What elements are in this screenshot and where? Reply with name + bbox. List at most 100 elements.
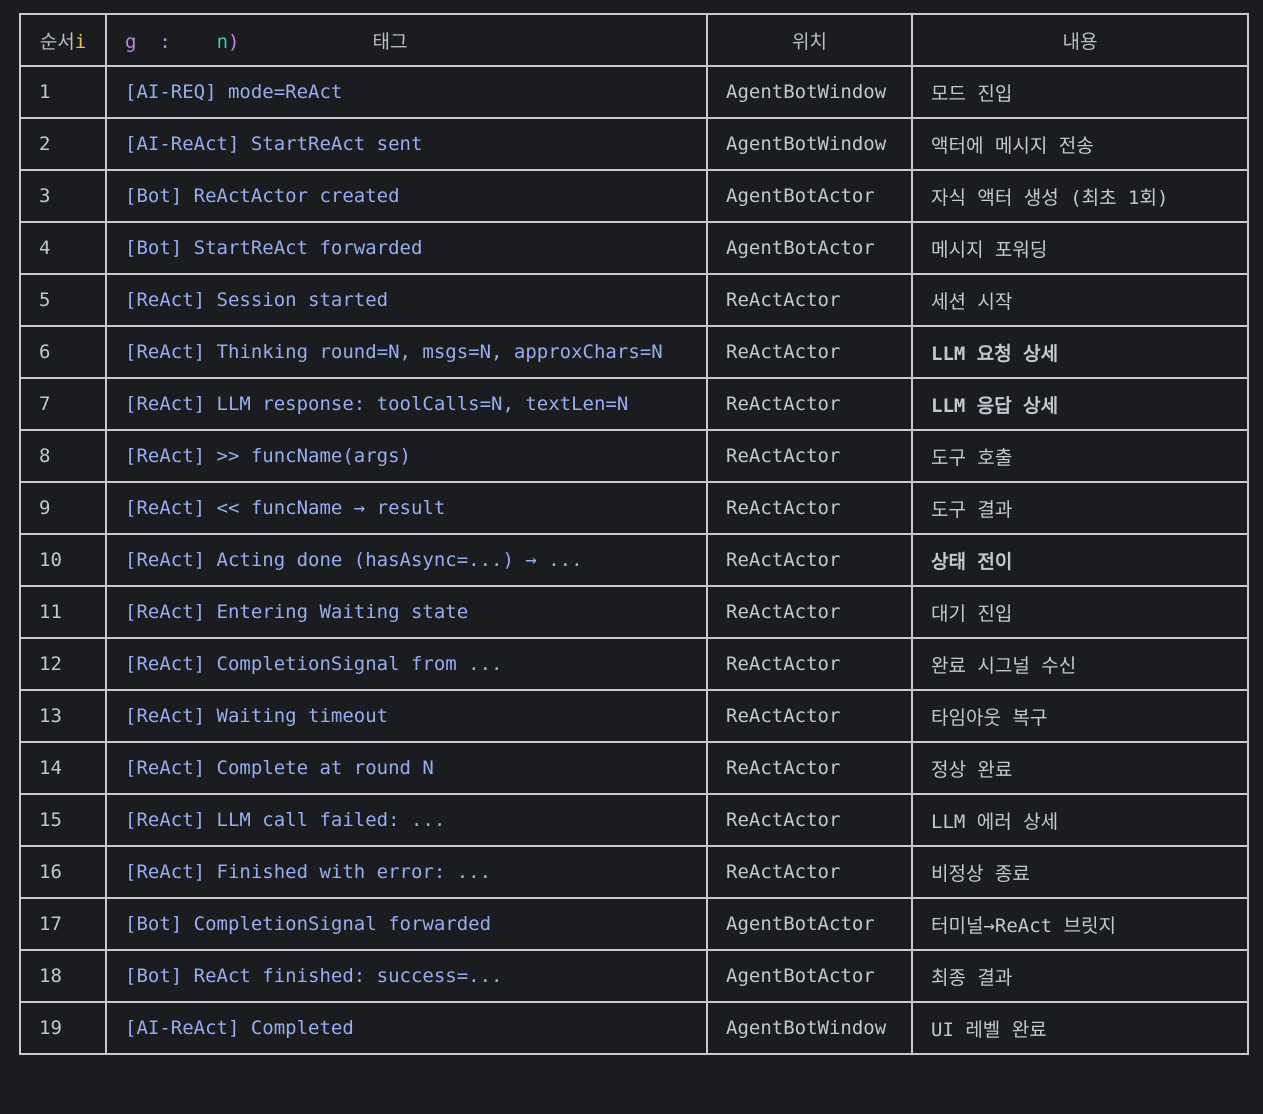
row-location: ReActActor [706, 741, 913, 795]
header-order: 순서i [19, 13, 107, 67]
row-description: 액터에 메시지 전송 [911, 117, 1249, 171]
row-tag: [ReAct] LLM call failed: ... [105, 793, 708, 847]
row-number: 6 [19, 325, 107, 379]
row-number: 16 [19, 845, 107, 899]
header-tag: g : n) 태그 [105, 13, 708, 67]
row-tag: [ReAct] Session started [105, 273, 708, 327]
row-location: ReActActor [706, 585, 913, 639]
row-location: ReActActor [706, 377, 913, 431]
row-location: AgentBotWindow [706, 1001, 913, 1055]
row-location: AgentBotActor [706, 949, 913, 1003]
header-artifact: i [74, 30, 87, 53]
row-number: 17 [19, 897, 107, 951]
row-description: 완료 시그널 수신 [911, 637, 1249, 691]
row-description: LLM 응답 상세 [911, 377, 1249, 431]
row-description: LLM 에러 상세 [911, 793, 1249, 847]
row-location: AgentBotActor [706, 221, 913, 275]
table-row: 12 [ReAct] CompletionSignal from ... ReAct… [19, 637, 1249, 691]
row-tag: [ReAct] Acting done (hasAsync=...) → ... [105, 533, 708, 587]
row-tag: [Bot] CompletionSignal forwarded [105, 897, 708, 951]
table-row: 1 [AI-REQ] mode=ReAct AgentBotWindow 모드 진입 [19, 65, 1249, 119]
table-row: 15 [ReAct] LLM call failed: ... ReActActor… [19, 793, 1249, 847]
table-row: 9 [ReAct] << funcName → result ReActActor 도… [19, 481, 1249, 535]
row-number: 1 [19, 65, 107, 119]
row-tag: [ReAct] Waiting timeout [105, 689, 708, 743]
row-description: 세션 시작 [911, 273, 1249, 327]
table-row: 18 [Bot] ReAct finished: success=... Agent… [19, 949, 1249, 1003]
row-number: 5 [19, 273, 107, 327]
row-tag: [ReAct] Entering Waiting state [105, 585, 708, 639]
row-location: AgentBotWindow [706, 117, 913, 171]
row-tag: [AI-ReAct] StartReAct sent [105, 117, 708, 171]
row-location: AgentBotWindow [706, 65, 913, 119]
row-tag: [ReAct] >> funcName(args) [105, 429, 708, 483]
table-row: 19 [AI-ReAct] Completed AgentBotWindow UI 레… [19, 1001, 1249, 1055]
row-description: 모드 진입 [911, 65, 1249, 119]
row-tag: [ReAct] LLM response: toolCalls=N, textL… [105, 377, 708, 431]
row-description: 도구 호출 [911, 429, 1249, 483]
table-header: 순서i g : n) 태그 위치 내용 [19, 13, 1249, 67]
row-tag: [AI-REQ] mode=ReAct [105, 65, 708, 119]
table-row: 7 [ReAct] LLM response: toolCalls=N, text… [19, 377, 1249, 431]
row-location: ReActActor [706, 637, 913, 691]
row-description: UI 레벨 완료 [911, 1001, 1249, 1055]
table-row: 6 [ReAct] Thinking round=N, msgs=N, appro… [19, 325, 1249, 379]
row-description: 메시지 포워딩 [911, 221, 1249, 275]
row-location: ReActActor [706, 689, 913, 743]
row-number: 14 [19, 741, 107, 795]
row-number: 8 [19, 429, 107, 483]
row-tag: [AI-ReAct] Completed [105, 1001, 708, 1055]
row-description: 정상 완료 [911, 741, 1249, 795]
header-location: 위치 [706, 13, 913, 67]
row-tag: [Bot] ReActActor created [105, 169, 708, 223]
table-row: 5 [ReAct] Session started ReActActor 세션 시작 [19, 273, 1249, 327]
row-location: ReActActor [706, 481, 913, 535]
header-order-label: 순서 [39, 30, 75, 53]
row-description: 도구 결과 [911, 481, 1249, 535]
header-artifact: : [159, 30, 171, 53]
table-row: 10 [ReAct] Acting done (hasAsync=...) → .… [19, 533, 1249, 587]
row-location: ReActActor [706, 273, 913, 327]
header-artifact: g [125, 30, 137, 53]
header-artifact: ) [228, 30, 240, 53]
row-location: AgentBotActor [706, 897, 913, 951]
row-tag: [ReAct] Complete at round N [105, 741, 708, 795]
table-row: 13 [ReAct] Waiting timeout ReActActor 타임아웃 … [19, 689, 1249, 743]
log-tag-table: 순서i g : n) 태그 위치 내용 1 [AI-REQ] mode=ReAct A… [19, 13, 1249, 1055]
row-location: ReActActor [706, 845, 913, 899]
row-tag: [Bot] ReAct finished: success=... [105, 949, 708, 1003]
row-number: 7 [19, 377, 107, 431]
row-tag: [ReAct] Thinking round=N, msgs=N, approx… [105, 325, 708, 379]
row-description: 대기 진입 [911, 585, 1249, 639]
header-tag-label: 태그 [372, 30, 408, 53]
row-number: 18 [19, 949, 107, 1003]
row-tag: [ReAct] Finished with error: ... [105, 845, 708, 899]
row-description: 터미널→ReAct 브릿지 [911, 897, 1249, 951]
row-description: 상태 전이 [911, 533, 1249, 587]
row-location: ReActActor [706, 429, 913, 483]
row-number: 12 [19, 637, 107, 691]
table-row: 17 [Bot] CompletionSignal forwarded AgentB… [19, 897, 1249, 951]
header-content: 내용 [911, 13, 1249, 67]
row-number: 10 [19, 533, 107, 587]
row-location: ReActActor [706, 533, 913, 587]
row-number: 19 [19, 1001, 107, 1055]
row-tag: [ReAct] << funcName → result [105, 481, 708, 535]
row-location: ReActActor [706, 793, 913, 847]
row-number: 3 [19, 169, 107, 223]
table-row: 2 [AI-ReAct] StartReAct sent AgentBotWindo… [19, 117, 1249, 171]
row-number: 4 [19, 221, 107, 275]
row-tag: [Bot] StartReAct forwarded [105, 221, 708, 275]
row-number: 13 [19, 689, 107, 743]
row-description: 자식 액터 생성 (최초 1회) [911, 169, 1249, 223]
header-artifact: n [216, 30, 229, 53]
row-number: 15 [19, 793, 107, 847]
row-number: 9 [19, 481, 107, 535]
row-number: 2 [19, 117, 107, 171]
table-row: 16 [ReAct] Finished with error: ... ReActA… [19, 845, 1249, 899]
row-tag: [ReAct] CompletionSignal from ... [105, 637, 708, 691]
table-row: 14 [ReAct] Complete at round N ReActActor 정… [19, 741, 1249, 795]
row-location: ReActActor [706, 325, 913, 379]
table-row: 4 [Bot] StartReAct forwarded AgentBotActor… [19, 221, 1249, 275]
table-row: 11 [ReAct] Entering Waiting state ReActAct… [19, 585, 1249, 639]
